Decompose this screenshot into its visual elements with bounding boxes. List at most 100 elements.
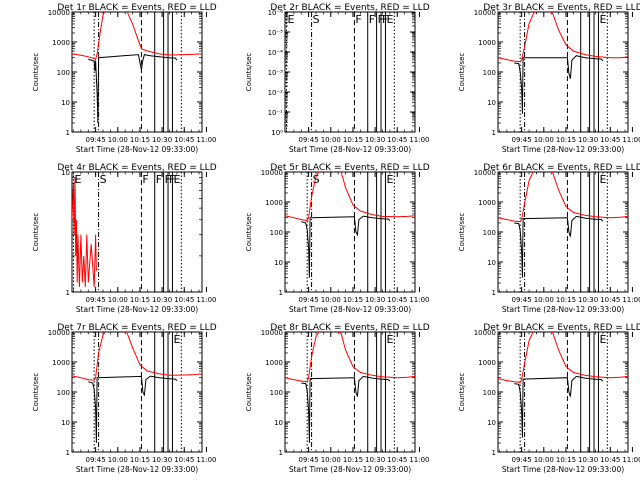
y-tick-label: 10⁻⁶ <box>268 9 284 17</box>
y-tick-label: 10⁻³ <box>268 69 284 77</box>
x-axis-title: Start Time (28-Nov-12 09:33:00) <box>76 305 198 314</box>
x-tick-label: 10:00 <box>108 456 128 464</box>
lld-series-line <box>72 177 97 288</box>
y-tick-label: 10 <box>274 259 283 267</box>
y-tick-label: 10 <box>61 419 70 427</box>
y-tick-label: 10⁻² <box>268 89 284 97</box>
y-tick-label: 10 <box>487 419 496 427</box>
panel-title: Det 3r BLACK = Events, RED = LLD <box>483 3 640 13</box>
lld-series-line <box>498 172 628 223</box>
x-tick-label: 10:30 <box>578 456 598 464</box>
x-axis-title: Start Time (28-Nov-12 09:33:00) <box>502 465 624 474</box>
y-tick-label: 10 <box>61 99 70 107</box>
panel-title: Det 6r BLACK = Events, RED = LLD <box>483 163 640 173</box>
y-axis-title: Counts/sec <box>32 373 40 412</box>
y-axis-title: Counts/sec <box>458 373 466 412</box>
plot-frame <box>284 171 416 293</box>
x-tick-label: 10:00 <box>321 136 341 144</box>
y-tick-label: 1 <box>66 289 70 297</box>
event-marker-label: S <box>313 173 320 186</box>
x-tick-label: 10:15 <box>556 296 576 304</box>
y-tick-label: 1 <box>492 449 496 457</box>
x-tick-label: 09:45 <box>512 296 532 304</box>
y-tick-label: 1 <box>279 289 283 297</box>
y-tick-label: 100 <box>57 389 70 397</box>
y-tick-label: 100 <box>270 389 283 397</box>
panel-title: Det 7r BLACK = Events, RED = LLD <box>57 323 216 333</box>
x-axis-title: Start Time (28-Nov-12 09:33:00) <box>76 465 198 474</box>
events-series-line <box>301 375 391 444</box>
plot-frame <box>284 11 416 133</box>
x-axis-title: Start Time (28-Nov-12 09:33:00) <box>502 305 624 314</box>
x-tick-label: 10:00 <box>534 296 554 304</box>
x-tick-label: 10:45 <box>600 136 620 144</box>
y-tick-label: 10 <box>487 99 496 107</box>
y-tick-label: 10⁻⁵ <box>268 29 284 37</box>
y-tick-label: 10000 <box>474 9 496 17</box>
x-tick-label: 09:45 <box>512 456 532 464</box>
detector-panel-2: Det 2r BLACK = Events, RED = LLD 10⁰ 10⁻¹ 1… <box>245 3 430 154</box>
x-tick-label: 10:30 <box>578 136 598 144</box>
event-marker-label: E <box>287 13 294 26</box>
plot-frame <box>71 171 203 293</box>
x-tick-label: 10:15 <box>556 136 576 144</box>
panel-title: Det 9r BLACK = Events, RED = LLD <box>483 323 640 333</box>
event-marker-label: S <box>313 13 320 26</box>
y-tick-label: 10000 <box>261 169 283 177</box>
y-tick-label: 1000 <box>478 199 496 207</box>
x-axis-title: Start Time (28-Nov-12 09:33:00) <box>289 305 411 314</box>
events-series-line <box>514 55 604 114</box>
y-tick-label: 10 <box>61 169 70 177</box>
x-tick-label: 11:00 <box>409 136 429 144</box>
x-tick-label: 10:15 <box>556 456 576 464</box>
x-axis-title: Start Time (28-Nov-12 09:33:00) <box>289 145 411 154</box>
x-tick-label: 10:15 <box>343 456 363 464</box>
x-tick-label: 10:45 <box>600 456 620 464</box>
detector-panel-4: Det 4r BLACK = Events, RED = LLD 1 10 09:45… <box>32 163 217 314</box>
y-axis-title: Counts/sec <box>32 213 40 252</box>
events-series-line <box>301 215 391 278</box>
y-tick-label: 100 <box>57 69 70 77</box>
y-axis-title: Counts/sec <box>245 53 253 92</box>
x-tick-label: 10:00 <box>108 296 128 304</box>
plot-frame <box>497 331 629 453</box>
detector-panel-3: Det 3r BLACK = Events, RED = LLD 1 10 100 10… <box>458 3 640 154</box>
y-tick-label: 10⁻¹ <box>268 109 284 117</box>
x-tick-label: 10:00 <box>534 136 554 144</box>
lld-series-line <box>72 332 202 381</box>
y-tick-label: 100 <box>483 389 496 397</box>
lld-series-line <box>498 12 628 63</box>
x-tick-label: 09:45 <box>86 296 106 304</box>
event-marker-label: E <box>74 173 81 186</box>
events-series-line <box>514 375 604 438</box>
x-tick-label: 10:30 <box>578 296 598 304</box>
x-tick-label: 11:00 <box>409 296 429 304</box>
y-axis-title: Counts/sec <box>458 213 466 252</box>
plot-frame <box>284 331 416 453</box>
lld-series-line <box>285 332 415 383</box>
lld-series-line <box>72 12 202 61</box>
x-tick-label: 10:15 <box>343 296 363 304</box>
x-tick-label: 10:30 <box>152 456 172 464</box>
y-axis-title: Counts/sec <box>245 213 253 252</box>
event-marker-label: E <box>599 333 606 346</box>
panel-title: Det 5r BLACK = Events, RED = LLD <box>270 163 429 173</box>
detector-panel-5: Det 5r BLACK = Events, RED = LLD 1 10 100 10… <box>245 163 430 314</box>
y-axis-title: Counts/sec <box>458 53 466 92</box>
event-marker-label: E <box>599 13 606 26</box>
plot-frame <box>497 171 629 293</box>
y-tick-label: 100 <box>483 229 496 237</box>
plot-frame <box>71 331 203 453</box>
x-tick-label: 10:00 <box>321 456 341 464</box>
y-tick-label: 100 <box>270 229 283 237</box>
y-tick-label: 10 <box>487 259 496 267</box>
x-tick-label: 09:45 <box>299 136 319 144</box>
x-tick-label: 10:30 <box>365 296 385 304</box>
event-marker-label: E <box>173 333 180 346</box>
y-tick-label: 10 <box>274 419 283 427</box>
y-tick-label: 10000 <box>474 169 496 177</box>
y-tick-label: 1000 <box>265 199 283 207</box>
x-tick-label: 10:45 <box>174 456 194 464</box>
y-tick-label: 1 <box>279 449 283 457</box>
panel-title: Det 2r BLACK = Events, RED = LLD <box>270 3 429 13</box>
